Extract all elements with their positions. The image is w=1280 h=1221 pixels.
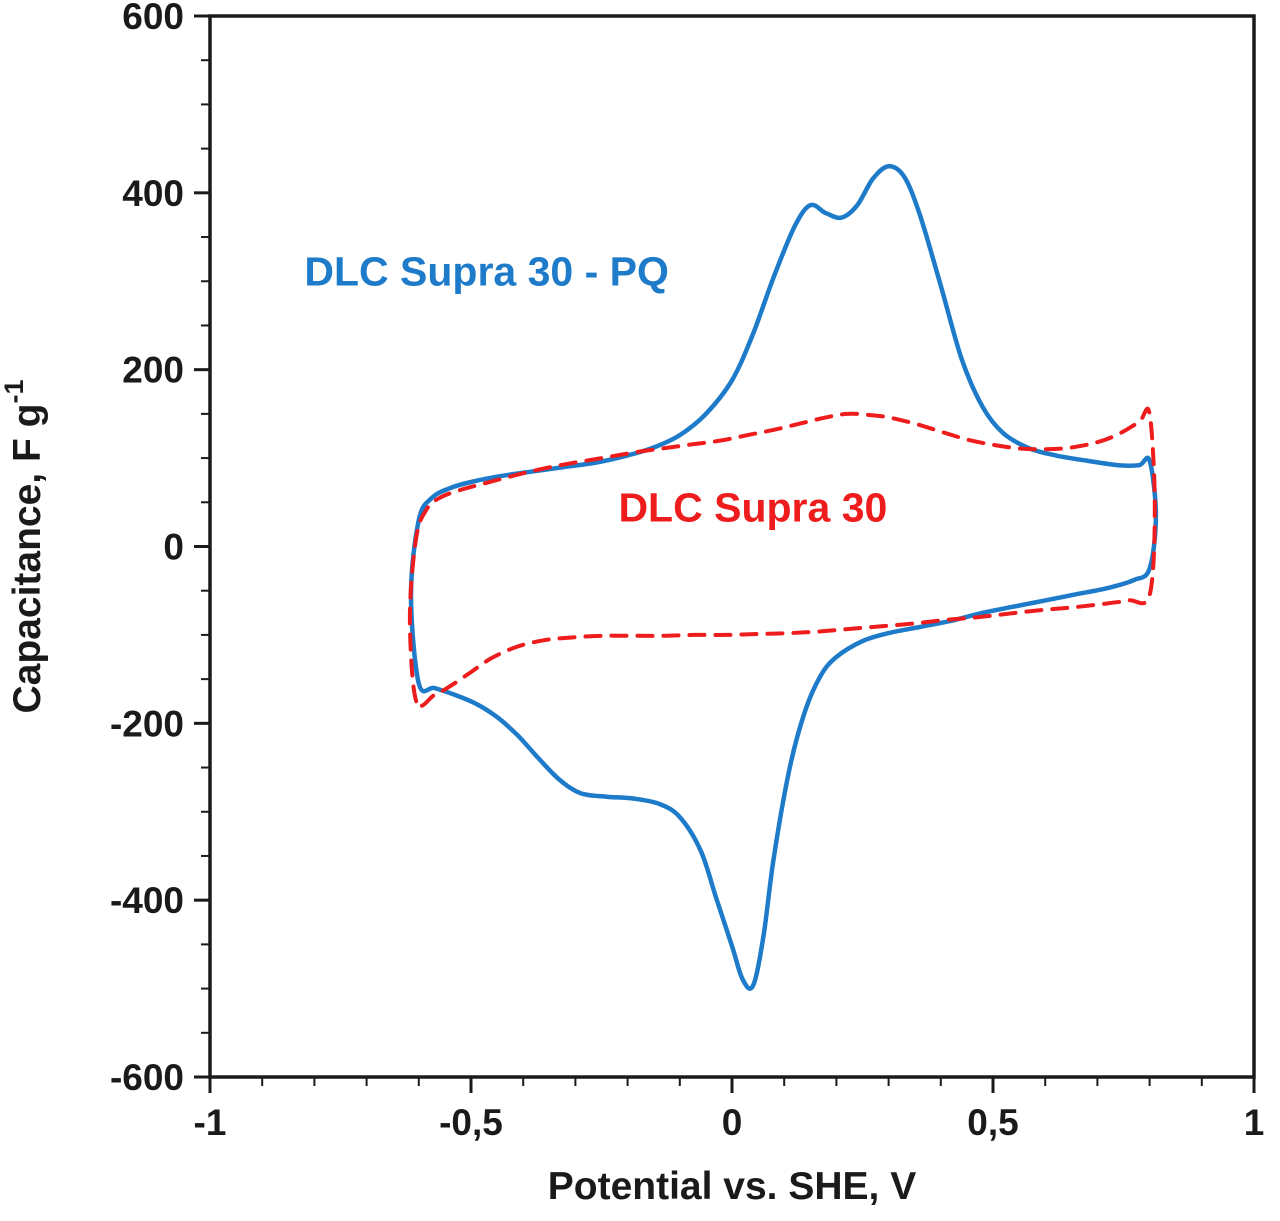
x-tick-label: 0,5: [967, 1102, 1018, 1143]
y-tick-label: 200: [122, 350, 184, 391]
y-tick-label: 600: [122, 0, 184, 37]
y-tick-label: -400: [110, 880, 184, 921]
x-tick-label: -1: [194, 1102, 227, 1143]
series-annotation-0: DLC Supra 30 - PQ: [304, 249, 669, 295]
x-tick-label: 1: [1244, 1102, 1265, 1143]
series-curve-1: [407, 406, 1157, 709]
y-tick-label: -600: [110, 1057, 184, 1098]
x-tick-label: 0: [722, 1102, 743, 1143]
x-axis-label: Potential vs. SHE, V: [548, 1165, 916, 1208]
y-tick-label: 400: [122, 173, 184, 214]
series-annotation-1: DLC Supra 30: [618, 485, 887, 531]
y-tick-label: -200: [110, 703, 184, 744]
x-tick-label: -0,5: [439, 1102, 503, 1143]
y-axis-label: Capacitance, F g-1: [0, 380, 49, 714]
plot-border: [208, 14, 1256, 1079]
y-tick-label: 0: [163, 527, 184, 568]
